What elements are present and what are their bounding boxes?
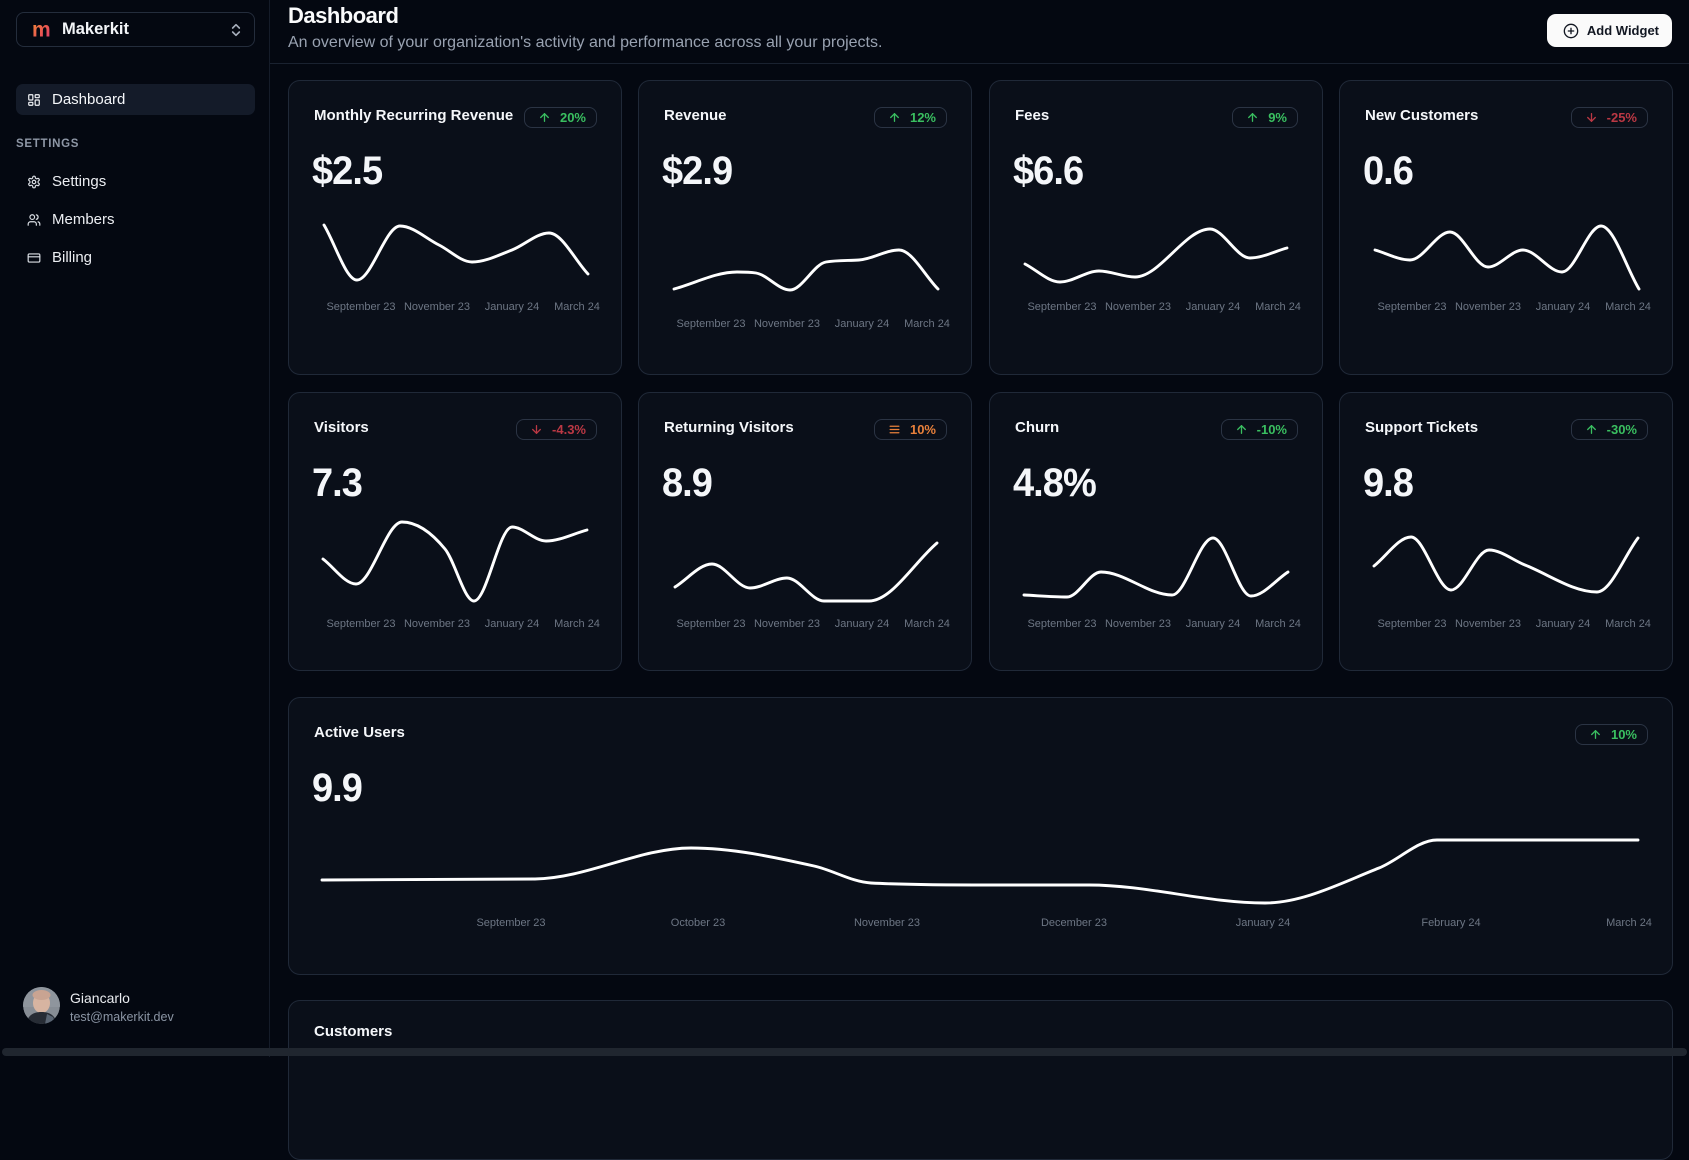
svg-text:m: m (32, 21, 50, 39)
